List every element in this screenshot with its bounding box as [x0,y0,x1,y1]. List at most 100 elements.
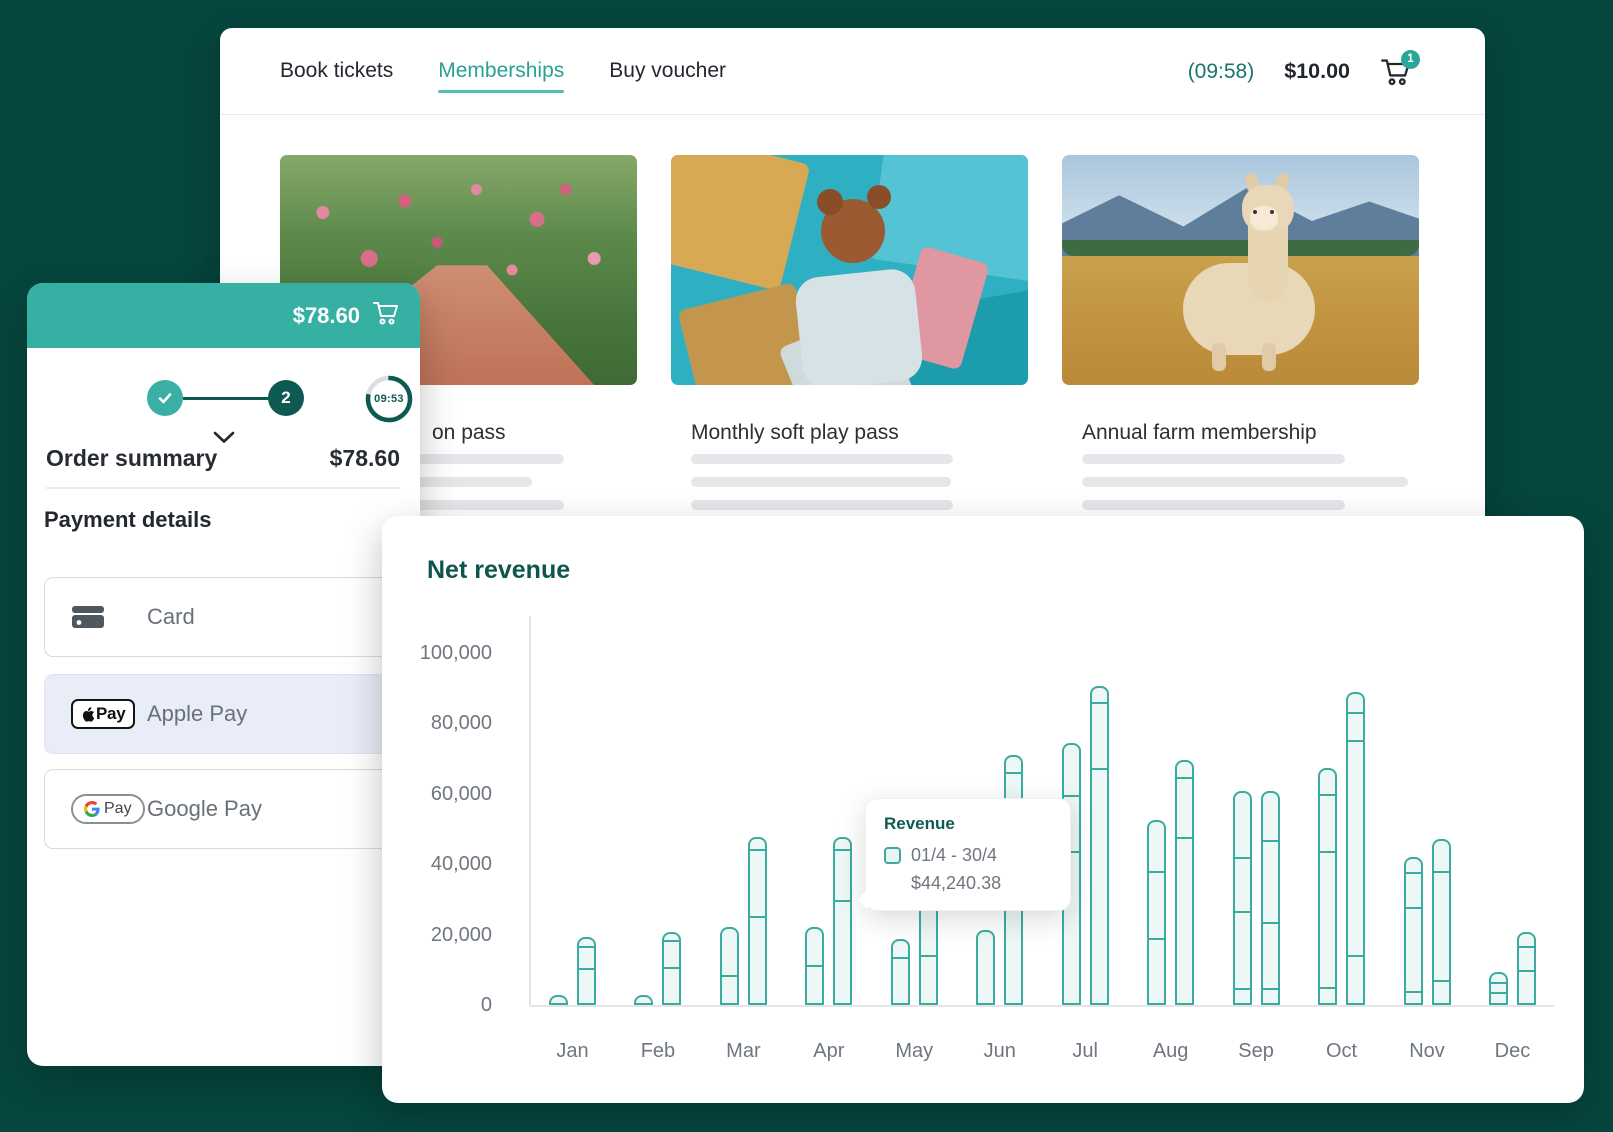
bar-feb-2[interactable] [662,932,682,1005]
bar-segment-divider [1262,988,1278,991]
divider [46,487,400,489]
tab-memberships[interactable]: Memberships [438,28,565,115]
y-tick-label: 100,000 [419,642,492,664]
bar-segment-divider [1320,987,1336,990]
bar-apr-2[interactable] [833,837,853,1005]
bar-may-2[interactable] [918,899,938,1005]
payment-method-apple-pay[interactable]: Pay Apple Pay [44,674,404,754]
apple-pay-badge-text: Pay [96,704,126,723]
checkout-cart-button[interactable] [372,300,400,331]
bar-sep-2[interactable] [1260,791,1280,1005]
bar-segment-divider [579,946,594,949]
product-list: on pass [280,155,1419,523]
tab-label: Memberships [438,59,565,82]
bar-segment-divider [749,916,765,919]
foam-block-art [671,155,811,292]
timer-ring-icon [365,375,413,423]
skeleton-line [691,454,953,464]
bar-segment-divider [1177,836,1193,839]
bar-dec-1[interactable] [1488,972,1508,1005]
timer-value: 09:53 [374,393,404,405]
payment-details-heading: Payment details [44,507,212,532]
bar-segment-divider [1063,851,1079,854]
x-tick-label: Feb [640,1040,676,1062]
active-tab-underline [438,89,565,93]
order-summary-row: Order summary $78.60 [46,445,400,472]
bar-oct-2[interactable] [1346,692,1366,1005]
tab-label: Buy voucher [609,59,726,82]
bar-segment-divider [835,899,851,902]
cart-button[interactable]: 1 [1380,49,1420,87]
google-g-icon [84,801,100,817]
bar-dec-2[interactable] [1516,932,1536,1005]
x-tick-label: Apr [813,1040,845,1062]
x-tick-label: Oct [1325,1040,1358,1062]
y-tick-label: 0 [480,994,492,1016]
bar-apr-1[interactable] [805,927,825,1005]
bar-jul-2[interactable] [1089,686,1109,1005]
session-timer: (09:58) [1187,59,1255,83]
bar-oct-1[interactable] [1318,768,1338,1005]
alpaca-art [1211,343,1226,372]
bar-mar-1[interactable] [719,927,739,1005]
bar-segment-divider [892,956,908,959]
bar-jun-1[interactable] [976,930,996,1005]
y-tick-label: 40,000 [430,853,492,876]
bar-segment-divider [1262,921,1278,924]
payment-method-label: Apple Pay [147,701,248,726]
bar-segment-divider [1490,981,1506,984]
bar-jan-1[interactable] [549,995,568,1005]
bar-aug-2[interactable] [1175,760,1195,1005]
product-card-farm-membership[interactable]: Annual farm membership [1062,155,1419,523]
bar-segment-divider [1433,979,1449,982]
x-tick-label: Dec [1494,1040,1531,1062]
bar-segment-divider [1149,938,1165,941]
x-tick-label: Mar [726,1040,761,1062]
bar-nov-1[interactable] [1403,857,1423,1005]
treeline-art [1062,240,1419,257]
x-tick-label: Sep [1238,1040,1274,1062]
apple-pay-badge: Pay [71,699,136,729]
skeleton-line [1082,477,1408,487]
skeleton-lines [691,454,1028,510]
bar-mar-2[interactable] [747,837,767,1005]
tab-book-tickets[interactable]: Book tickets [280,28,393,115]
payment-method-label: Card [147,604,195,629]
bar-feb-1[interactable] [634,995,654,1005]
bar-may-1[interactable] [890,939,910,1005]
bar-nov-2[interactable] [1431,839,1451,1005]
cart-count-badge: 1 [1401,49,1420,69]
step-2-current[interactable]: 2 [268,380,304,416]
payment-method-card[interactable]: Card [44,577,404,657]
bar-segment-divider [1262,840,1278,843]
bar-segment-divider [1518,946,1534,948]
bar-segment-divider [664,940,680,943]
cart-icon [373,302,398,325]
collapse-chevron[interactable] [213,431,235,449]
tab-buy-voucher[interactable]: Buy voucher [609,28,726,115]
product-card-soft-play[interactable]: Monthly soft play pass [671,155,1028,523]
bar-sep-1[interactable] [1232,791,1252,1005]
apple-icon [82,707,94,722]
bar-segment-divider [1091,701,1107,704]
y-tick-label: 60,000 [430,782,492,805]
bar-aug-1[interactable] [1147,820,1167,1005]
skeleton-line [691,500,953,510]
order-summary-label: Order summary [46,445,218,471]
net-revenue-widget: Net revenue 100,000 80,000 60,000 40,000 20,… [382,516,1584,1103]
checkout-timer: 09:53 [365,375,413,423]
bar-segment-divider [1348,954,1364,957]
payment-method-google-pay[interactable]: Pay Google Pay [44,769,404,849]
bar-segment-divider [1234,856,1250,859]
bar-jan-2[interactable] [577,937,596,1005]
x-tick-label: Aug [1152,1040,1189,1062]
bar-segment-divider [1234,911,1250,914]
tooltip-date-range: 01/4 - 30/4 [911,845,998,865]
alpaca-art [1253,210,1258,215]
order-summary-amount: $78.60 [329,445,400,471]
skeleton-line [300,454,564,464]
product-title: Monthly soft play pass [691,421,899,444]
step-1-complete[interactable] [147,380,183,416]
product-title: Annual farm membership [1082,421,1317,444]
